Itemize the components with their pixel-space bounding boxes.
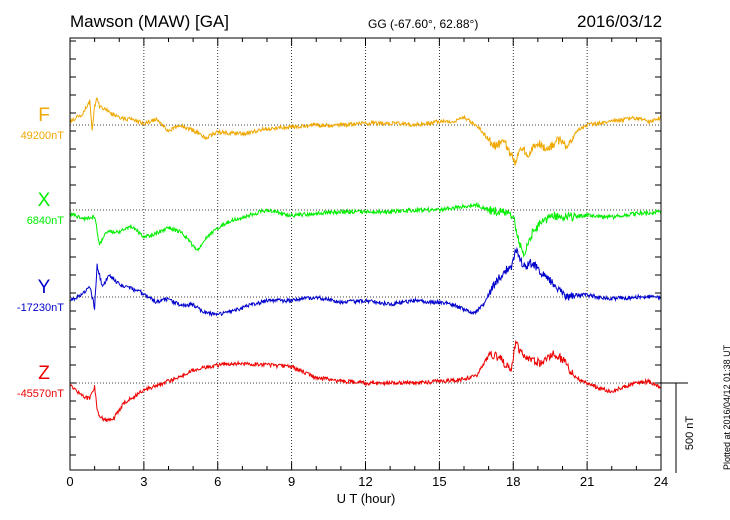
scale-bar-label: 500 nT bbox=[684, 416, 696, 451]
x-tick-label: 24 bbox=[654, 474, 668, 489]
series-labels: F 49200nT X 6840nT Y -17230nT Z -45570nT bbox=[17, 105, 64, 400]
series-name-x: X bbox=[38, 190, 51, 211]
x-tick-label: 12 bbox=[358, 474, 372, 489]
x-tick-label: 6 bbox=[214, 474, 221, 489]
station-coordinates: GG (-67.60°, 62.88°) bbox=[368, 17, 479, 31]
series-baseline-label: -17230nT bbox=[17, 302, 64, 314]
station-title: Mawson (MAW) [GA] bbox=[70, 12, 229, 31]
series-layer bbox=[69, 97, 662, 423]
series-name-f: F bbox=[38, 105, 50, 126]
series-line-f bbox=[69, 97, 662, 166]
x-tick-label: 21 bbox=[580, 474, 594, 489]
series-line-z bbox=[69, 339, 662, 423]
x-tick-label: 18 bbox=[506, 474, 520, 489]
x-tick-label: 0 bbox=[66, 474, 73, 489]
series-line-x bbox=[69, 201, 662, 259]
series-name-z: Z bbox=[38, 363, 50, 384]
x-tick-label: 15 bbox=[432, 474, 446, 489]
axis-ticks: 0 3 6 9 12 15 18 21 24 bbox=[66, 38, 668, 489]
series-name-y: Y bbox=[38, 277, 51, 298]
scale-bar: 500 nT bbox=[661, 382, 696, 473]
x-axis-label: U T (hour) bbox=[337, 491, 396, 506]
x-tick-label: 9 bbox=[288, 474, 295, 489]
series-line-y bbox=[69, 246, 662, 318]
series-baseline-label: -45570nT bbox=[17, 388, 64, 400]
x-tick-label: 3 bbox=[140, 474, 147, 489]
grid-lines bbox=[70, 38, 661, 470]
series-baseline-label: 6840nT bbox=[27, 215, 65, 227]
plotted-timestamp: Plotted at 2016/04/12 01:38 UT bbox=[722, 344, 730, 470]
date-label: 2016/03/12 bbox=[577, 12, 663, 31]
series-baseline-label: 49200nT bbox=[21, 130, 65, 142]
